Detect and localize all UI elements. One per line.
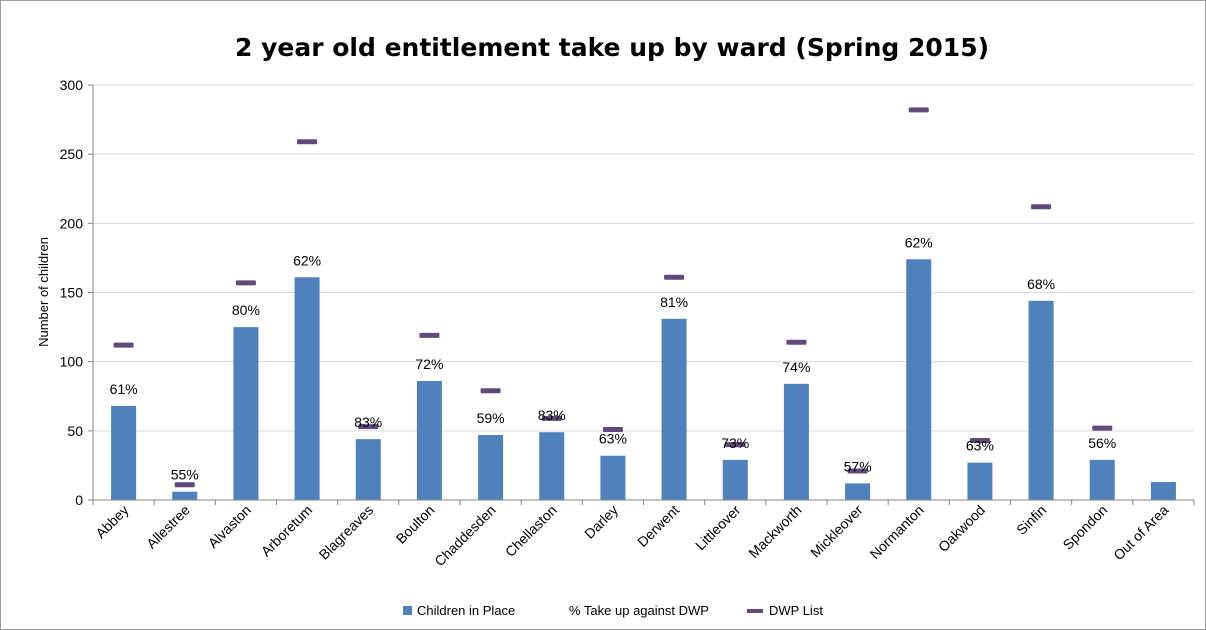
x-tick-label: Arboretum [258,502,316,560]
legend-label-dwp-list: DWP List [769,603,823,618]
percent-label: 57% [844,458,872,474]
x-tick-label: Mickleover [807,502,866,561]
legend-swatch-dwp-list [747,609,763,613]
bar-chaddesden [478,434,504,500]
dwp-marker [113,342,134,348]
x-tick-label: Chellaston [502,502,560,560]
dwp-marker [664,274,685,280]
dwp-marker [541,415,562,421]
bar-littleover [722,459,748,500]
bar-boulton [416,381,442,500]
bar-chellaston [539,432,565,500]
percent-label: 80% [232,302,260,318]
percent-labels: 61% 55% 80% 62% 83% 72% 59% 83% 63% 81% 73% 74% 57% 6… [110,234,1117,482]
bar-sinfin [1028,300,1054,500]
dwp-marker [1031,204,1052,210]
bar-abbey [111,405,137,500]
dwp-marker [1092,425,1113,431]
x-tick-label: Abbey [92,502,131,541]
dwp-marker [847,468,868,474]
percent-label: 73% [721,435,749,451]
bar-normanton [906,259,932,500]
x-tick-label: Derwent [634,502,682,550]
percent-label: 83% [538,407,566,423]
percent-label: 59% [477,410,505,426]
bar-derwent [661,318,687,500]
chart-title: 2 year old entitlement take up by ward (… [235,33,989,62]
dwp-marker [297,139,318,145]
bar-out-of-area [1150,482,1176,500]
gridlines [93,84,1194,432]
x-axis-labels: Abbey Allestree Alvaston Arboretum Blagreave… [92,502,1171,570]
dwp-marker [602,426,623,432]
bar-arboretum [294,277,320,500]
x-tick-label: Allestree [143,502,193,552]
dwp-marker [725,442,746,448]
axes [92,85,1195,505]
dwp-markers [113,107,1113,488]
percent-label: 63% [599,431,627,447]
bar-blagreaves [355,439,381,500]
x-tick-label: Sinfin [1013,502,1049,538]
x-tick-label: Mackworth [745,502,804,561]
dwp-marker [908,107,929,113]
x-tick-label: Littleover [692,502,744,554]
legend-label-percent-take-up: % Take up against DWP [569,603,709,618]
x-tick-label: Normanton [867,502,927,562]
x-tick-label: Darley [581,502,621,542]
y-tick-label: 250 [60,146,84,162]
percent-label: 81% [660,294,688,310]
percent-label: 83% [354,414,382,430]
percent-label: 61% [110,381,138,397]
dwp-marker [358,424,379,430]
bar-allestree [172,491,198,500]
y-tick-label: 50 [67,423,83,439]
percent-label: 74% [782,359,810,375]
dwp-marker [786,339,807,345]
y-tick-label: 200 [60,215,84,231]
percent-label: 63% [966,438,994,454]
y-axis-title: Number of children [36,237,51,347]
percent-label: 68% [1027,276,1055,292]
x-tick-label: Oakwood [935,502,988,555]
y-tick-label: 100 [60,354,84,370]
dwp-marker [480,388,501,394]
dwp-marker [419,332,440,338]
bar-mickleover [845,483,871,500]
y-tick-label: 150 [60,285,84,301]
dwp-marker [174,482,195,488]
x-tick-label: Spondon [1059,502,1110,553]
x-tick-label: Chaddesden [431,502,498,569]
bar-darley [600,455,626,500]
bar-oakwood [967,462,993,500]
x-tick-label: Boulton [393,502,438,547]
x-tick-label: Alvaston [205,502,254,551]
y-axis-ticks: 0 50 100 150 200 250 300 [60,77,93,508]
y-tick-label: 300 [60,77,84,93]
percent-label: 62% [905,234,933,250]
dwp-marker [969,438,990,444]
legend-swatch-children-in-place [403,606,412,615]
bars [111,259,1176,500]
percent-label: 56% [1088,435,1116,451]
bar-alvaston [233,327,259,500]
legend-label-children-in-place: Children in Place [417,603,515,618]
x-tick-label: Out of Area [1110,502,1172,564]
legend: Children in Place % Take up against DWP … [403,603,823,618]
dwp-marker [235,280,256,286]
y-tick-label: 0 [75,492,83,508]
bar-mackworth [783,383,809,500]
percent-label: 62% [293,252,321,268]
bar-spondon [1089,459,1115,500]
percent-label: 55% [171,467,199,483]
x-tick-label: Blagreaves [316,502,377,563]
percent-label: 72% [415,356,443,372]
